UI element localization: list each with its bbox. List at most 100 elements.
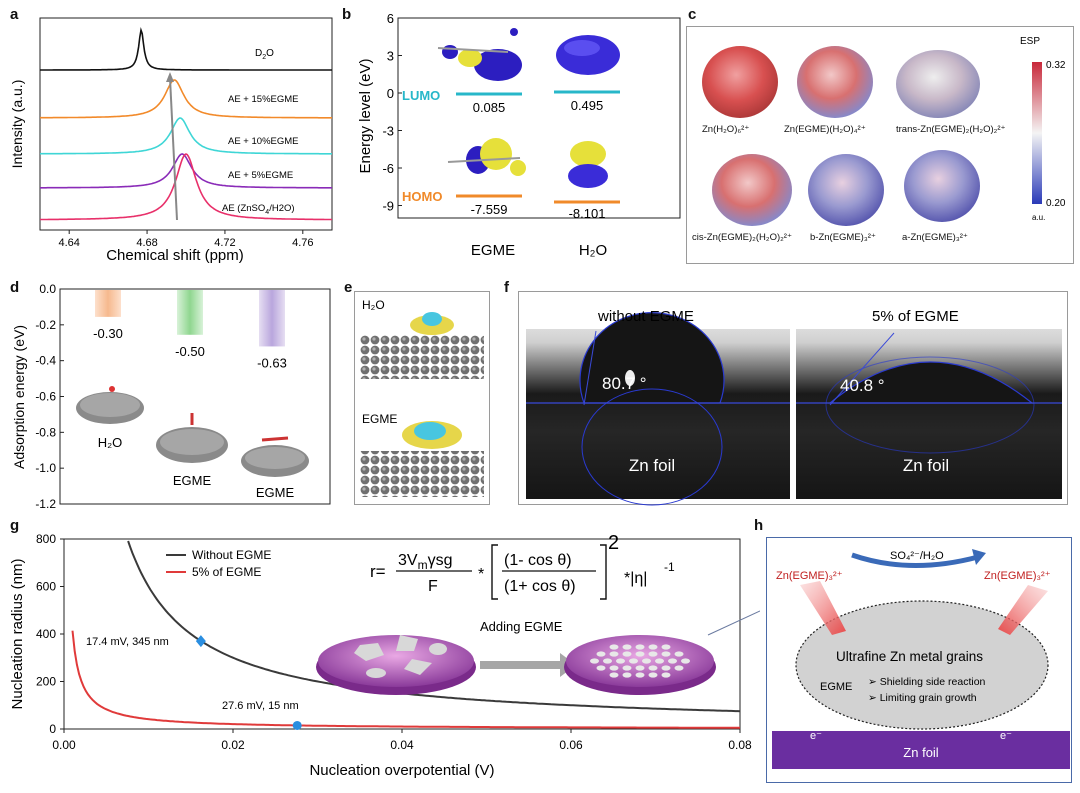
panel-e: e H₂O EGME: [340, 275, 500, 515]
left-flux: [800, 581, 846, 635]
arrow-label: Adding EGME: [480, 619, 563, 634]
marker-without-egme: [195, 635, 206, 648]
adding-egme-arrow: [480, 653, 576, 677]
adsorption-ytick-label: -0.6: [35, 390, 56, 404]
fine-grain: [668, 658, 677, 664]
panel-g: g 0.00 0.02 0.04 0.06 0.08 0 200 400 600 800 With…: [0, 515, 761, 788]
nucleation-xtick-label: 0.06: [559, 738, 583, 752]
lumo-label: LUMO: [402, 88, 440, 103]
foil-label: Zn foil: [903, 745, 939, 760]
energy-ytick-label: 6: [387, 11, 394, 26]
nucleation-ytick-label: 800: [36, 532, 56, 546]
curve-without-egme: [127, 540, 741, 713]
svg-text:r=: r=: [370, 562, 386, 581]
energy-ytick-label: -9: [382, 199, 394, 214]
tangent-left: [583, 330, 597, 406]
nmr-curve-0: [40, 27, 332, 71]
fine-grain: [596, 665, 606, 671]
e-label-h2o: H₂O: [362, 298, 385, 312]
fit-circle-right: [825, 356, 1035, 454]
panel-c: c ESP 0.32 0.20 a.u. Zn(H₂O)₆²⁺ Zn(EGME)…: [680, 0, 1078, 275]
svg-text:(1- cos θ): (1- cos θ): [504, 552, 572, 569]
panel-h: h SO₄²⁻/H₂O Zn(EGME)₃²⁺ Zn(EGME)₃²⁺ Ultr…: [754, 515, 1078, 788]
fine-grain: [635, 672, 645, 678]
homo-label: HOMO: [402, 189, 442, 204]
curve-label-10: AE + 10%EGME: [228, 136, 299, 147]
contact-angle-overlay: without EGME 5% of EGME 80.7 ° 40.8 ° Zn…: [526, 308, 1062, 506]
f-title-left: without EGME: [597, 308, 694, 325]
fine-grain: [590, 658, 599, 664]
adsorbate-name-1: H₂O: [98, 435, 123, 450]
species-6: a-Zn(EGME)₃²⁺: [902, 232, 968, 243]
fine-grain: [655, 658, 664, 664]
right-complex: Zn(EGME)₃²⁺: [984, 570, 1051, 582]
svg-text:(1+ cos θ): (1+ cos θ): [504, 578, 576, 595]
egme-homo-orbital: [447, 138, 526, 176]
svg-text:*|η|: *|η|: [624, 570, 647, 587]
fine-grain: [635, 651, 645, 657]
esp-surface-4: [712, 154, 792, 226]
nmr-xtick-label: 4.76: [292, 237, 313, 249]
slab-egme-2: [241, 436, 309, 477]
fine-grain: [622, 672, 632, 678]
homo-value-h2o: -8.101: [569, 206, 606, 221]
energy-level-chart: 6 3 0 -3 -6 -9 Energy level (eV) LUMO 0.085 0…: [357, 11, 681, 259]
bullet-1: ➢ Shielding side reaction: [868, 676, 986, 688]
panel-d: d 0.0 -0.2 -0.4 -0.6 -0.8 -1.0 -1.2 -0.30 -0.50…: [0, 275, 340, 515]
panel-label-g: g: [10, 517, 20, 534]
adsorption-ytick-label: -1.0: [35, 461, 56, 475]
curve-with-egme: [71, 630, 740, 729]
svg-text:-1: -1: [664, 560, 675, 574]
h2o-lumo-orbital: [556, 35, 620, 75]
fine-grain: [648, 672, 658, 678]
panel-label-a: a: [10, 6, 19, 23]
nucleation-formula: r= 3Vmγsg F * (1- cos θ) (1+ cos θ) 2 *|…: [370, 532, 675, 600]
adsorption-bar-0: [95, 290, 121, 317]
disc-before: [316, 635, 476, 695]
fine-grain: [609, 651, 619, 657]
nmr-curve-2: [39, 117, 332, 155]
legend-label-1: 5% of EGME: [192, 565, 261, 579]
bullet-2: ➢ Limiting grain growth: [868, 692, 977, 704]
nucleation-xtick-label: 0.08: [728, 738, 752, 752]
fine-grain: [661, 644, 671, 650]
fine-grain: [635, 665, 645, 671]
energy-ytick-label: 0: [387, 86, 394, 101]
egme-label: EGME: [820, 681, 852, 693]
esp-max: 0.32: [1046, 60, 1066, 71]
esp-surface-2: [797, 46, 873, 118]
fine-grain: [642, 658, 651, 664]
nucleation-xtick-label: 0.04: [390, 738, 414, 752]
fine-grain: [609, 665, 619, 671]
svg-text:F: F: [428, 578, 438, 595]
droplet-left: [579, 312, 725, 404]
disc-after: [564, 635, 716, 695]
fine-grain: [596, 651, 606, 657]
nmr-curve-4: [40, 153, 332, 221]
svg-text:3Vmγsg: 3Vmγsg: [398, 552, 452, 572]
left-complex: Zn(EGME)₃²⁺: [776, 570, 843, 582]
slab-h2o: [76, 386, 144, 424]
species-3: trans-Zn(EGME)₂(H₂O)₂²⁺: [896, 124, 1006, 135]
adsorption-ytick-label: -0.4: [35, 354, 56, 368]
panel-f: f without EGME 5% of EGME 80.7 ° 40.8 ° …: [500, 275, 1078, 515]
panel-label-d: d: [10, 279, 20, 296]
nucleation-ytick-label: 200: [36, 675, 56, 689]
annotation-2: 27.6 mV, 15 nm: [222, 700, 299, 712]
adsorption-chart: 0.0 -0.2 -0.4 -0.6 -0.8 -1.0 -1.2 -0.30 -0.50 -0…: [11, 282, 331, 511]
fine-grain: [635, 644, 645, 650]
curve-label-d2o: D2O: [255, 48, 274, 61]
category-egme: EGME: [471, 242, 515, 259]
panel-label-f: f: [504, 279, 509, 296]
nucleation-ylabel: Nucleation radius (nm): [9, 559, 26, 710]
esp-surface-1: [702, 46, 778, 118]
egme-lumo-orbital: [437, 28, 522, 81]
panel-label-b: b: [342, 6, 352, 23]
fine-grain: [629, 658, 638, 664]
nmr-curve-3: [40, 153, 332, 189]
fine-grain: [661, 672, 671, 678]
nucleation-chart: 0.00 0.02 0.04 0.06 0.08 0 200 400 600 800 Withou…: [9, 532, 761, 779]
adsorption-ytick-label: -0.2: [35, 318, 56, 332]
nmr-frame: [39, 17, 333, 231]
panel-label-e: e: [344, 279, 353, 296]
